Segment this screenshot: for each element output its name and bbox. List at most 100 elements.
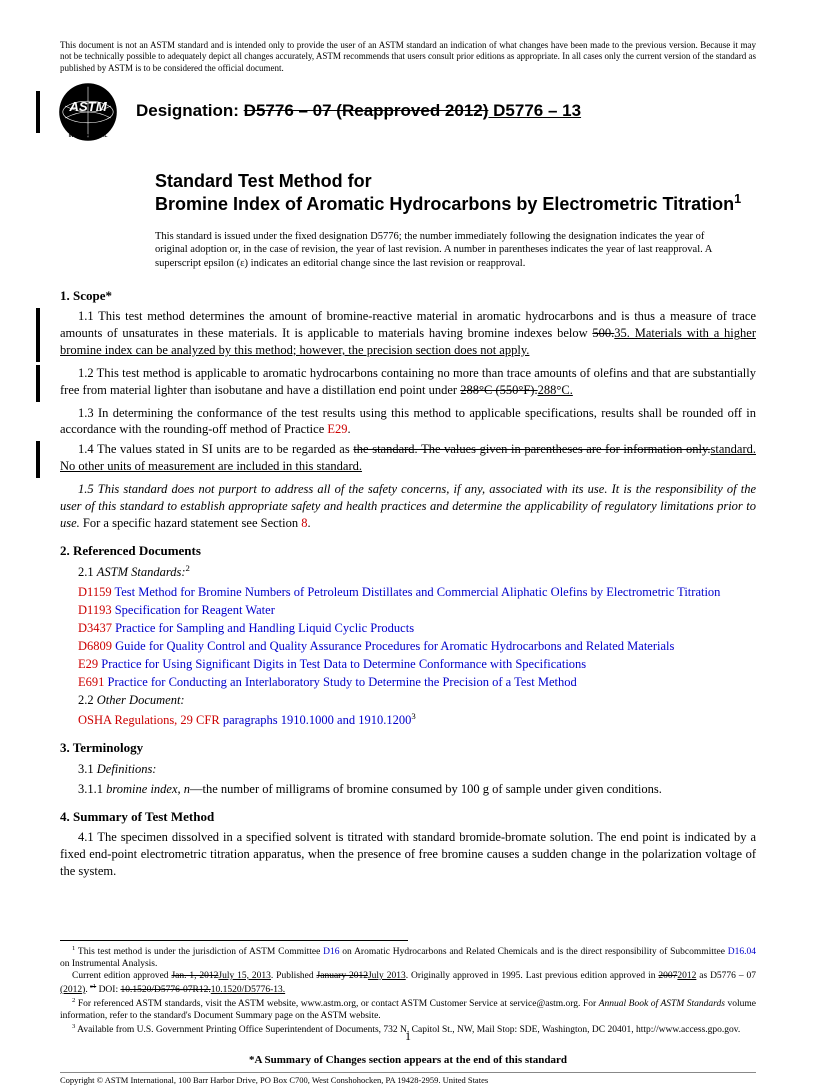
fn1-s1: Jan. 1, 2012 [171,971,218,981]
para-1-4-wrap: 1.4 The values stated in SI units are to… [36,441,756,478]
p11-strike: 500. [592,326,614,340]
ref-title[interactable]: Practice for Conducting an Interlaborato… [104,675,576,689]
fn1-link-d16[interactable]: D16 [323,947,339,957]
ref-id[interactable]: E29 [78,657,98,671]
ref-e691: E691 Practice for Conducting an Interlab… [78,674,756,691]
title-footnote-ref: 1 [734,192,741,206]
change-bar-icon [36,441,40,478]
fn1-u6: 10.1520/D5776-13. [211,985,285,995]
fn1-text: This test method is under the jurisdicti… [75,947,323,957]
fn2-italic: Annual Book of ASTM Standards [599,999,725,1009]
fn1d: Current edition approved [72,971,171,981]
document-title: Standard Test Method for Bromine Index o… [155,170,756,216]
fn2a: For referenced ASTM standards, visit the… [75,999,598,1009]
p12-underline: 288°C. [538,383,573,397]
p311-num: 3.1.1 [78,782,106,796]
ref-e29: E29 Practice for Using Significant Digit… [78,656,756,673]
designation-new: D5776 – 13 [488,101,581,120]
ref-title[interactable]: Specification for Reagent Water [112,603,275,617]
p21-num: 2.1 [78,565,97,579]
p12-text: 1.2 This test method is applicable to ar… [60,366,756,397]
issuance-note: This standard is issued under the fixed … [155,230,736,271]
osha-blue[interactable]: paragraphs 1910.1000 and 1910.1200 [220,714,412,728]
p22-italic: Other Document: [97,693,185,707]
para-3-1-1: 3.1.1 bromine index, n—the number of mil… [60,781,756,798]
fn1-link-d1604[interactable]: D16.04 [728,947,756,957]
para-2-1: 2.1 ASTM Standards:2 [60,563,756,581]
section-2-head: 2. Referenced Documents [60,542,756,560]
fn1-text2: on Aromatic Hydrocarbons and Related Che… [340,947,728,957]
p31-num: 3.1 [78,762,97,776]
copyright-text: Copyright © ASTM International, 100 Barr… [60,1072,756,1086]
para-2-2: 2.2 Other Document: [60,692,756,709]
designation-old: D5776 – 07 (Reapproved 2012) [244,101,489,120]
ref-id[interactable]: D1193 [78,603,112,617]
ref-d3437: D3437 Practice for Sampling and Handling… [78,620,756,637]
p311-term: bromine index, n [106,782,190,796]
fn1f: . Originally approved in 1995. Last prev… [406,971,659,981]
p22-num: 2.2 [78,693,97,707]
fn1-s5: 10.1520/D5776-07R12. [120,985,210,995]
svg-text:INTERNATIONAL: INTERNATIONAL [69,133,108,139]
p14-strike: the standard. The values given in parent… [353,442,710,456]
p14-text: 1.4 The values stated in SI units are to… [78,442,353,456]
p13-text: 1.3 In determining the conformance of th… [60,406,756,437]
fn1-u1: July 15, 2013 [218,971,271,981]
fn1e: . Published [271,971,317,981]
title-line2: Bromine Index of Aromatic Hydrocarbons b… [155,194,734,214]
fn1-u4: (2012) [60,985,85,995]
fn1-u3: 2012 [677,971,696,981]
osha-sup: 3 [411,711,415,721]
para-1-4: 1.4 The values stated in SI units are to… [60,441,756,475]
para-1-1: 1.1 This test method determines the amou… [60,308,756,359]
ref-d1193: D1193 Specification for Reagent Water [78,602,756,619]
fn1-s2: January 2012 [317,971,368,981]
summary-of-changes-note: *A Summary of Changes section appears at… [60,1053,756,1068]
p311-def: —the number of milligrams of bromine con… [190,782,662,796]
para-1-2: 1.2 This test method is applicable to ar… [60,365,756,399]
para-1-3: 1.3 In determining the conformance of th… [60,405,756,439]
page-number: 1 [405,1028,411,1044]
svg-text:ASTM: ASTM [68,99,107,114]
ref-d6809: D6809 Guide for Quality Control and Qual… [78,638,756,655]
ref-title[interactable]: Test Method for Bromine Numbers of Petro… [112,585,721,599]
designation-label: Designation: [136,101,244,120]
section-1-head: 1. Scope* [60,287,756,305]
designation-line: Designation: D5776 – 07 (Reapproved 2012… [136,100,581,123]
header-row: ASTM INTERNATIONAL Designation: D5776 – … [36,82,756,142]
change-bar-icon [36,91,40,133]
fn1i: DOI: [96,985,120,995]
ref-id[interactable]: D1159 [78,585,112,599]
ref-title[interactable]: Practice for Sampling and Handling Liqui… [112,621,414,635]
ref-link-e29[interactable]: E29 [327,422,347,436]
footnotes-full: 1 This test method is under the jurisdic… [60,945,756,1037]
disclaimer-text: This document is not an ASTM standard an… [60,40,756,74]
para-1-2-wrap: 1.2 This test method is applicable to ar… [36,365,756,402]
para-4-1: 4.1 The specimen dissolved in a specifie… [60,829,756,880]
title-line1: Standard Test Method for [155,171,372,191]
fn1-text3: on Instrumental Analysis. [60,959,157,969]
astm-logo-icon: ASTM INTERNATIONAL [58,82,118,142]
ref-id[interactable]: E691 [78,675,104,689]
fn1g: as D5776 – 07 [696,971,756,981]
osha-red[interactable]: OSHA Regulations, 29 CFR [78,714,220,728]
ref-id[interactable]: D6809 [78,639,112,653]
p12-strike: 288°C (550°F). [460,383,537,397]
p15-text: For a specific hazard statement see Sect… [80,516,301,530]
section-3-head: 3. Terminology [60,739,756,757]
p15-end: . [308,516,311,530]
para-3-1: 3.1 Definitions: [60,761,756,778]
fn1-s3: 2007 [658,971,677,981]
p21-italic: ASTM Standards: [97,565,186,579]
change-bar-icon [36,308,40,362]
para-1-1-wrap: 1.1 This test method determines the amou… [36,308,756,362]
ref-title[interactable]: Guide for Quality Control and Quality As… [112,639,674,653]
fn1-u2: July 2013 [368,971,406,981]
ref-title[interactable]: Practice for Using Significant Digits in… [98,657,586,671]
p13-end: . [348,422,351,436]
p31-italic: Definitions: [97,762,157,776]
p21-sup: 2 [186,563,190,573]
change-bar-icon [36,365,40,402]
ref-d1159: D1159 Test Method for Bromine Numbers of… [78,584,756,601]
ref-id[interactable]: D3437 [78,621,112,635]
